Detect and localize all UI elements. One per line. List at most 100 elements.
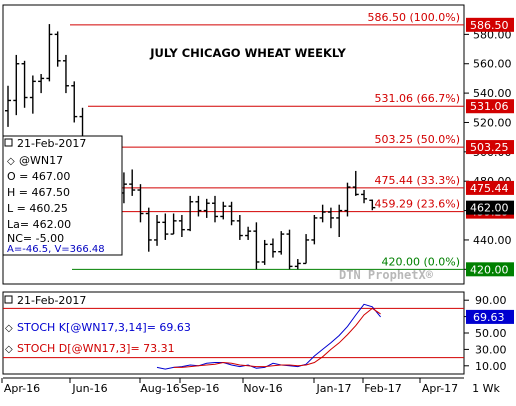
info-symbol: @WN17 [19,154,63,167]
ohlc-bar [71,81,78,123]
ohlc-bar [286,229,293,270]
ohlc-bar [145,207,152,252]
ohlc-bar [327,207,334,229]
stoch-y-tick-label: 10.00 [475,360,507,373]
fib-tag-bg [466,140,514,155]
stoch-value-tag: 69.63 [466,309,514,324]
y-tick-label: 520.00 [473,116,512,129]
stoch-tag-bg [466,309,514,324]
fib-price-tag: 586.50 [466,17,514,32]
ohlc-bar [162,213,169,240]
stoch-y-tick-label: 50.00 [475,327,507,340]
price-axis: 420.00440.00460.00480.00500.00520.00540.… [464,17,514,277]
stoch-tag-label: 69.63 [473,311,505,324]
ohlc-bar [245,226,252,240]
ohlc-bar [21,60,28,108]
ohlc-bar [236,214,243,240]
ohlc-bar [303,234,310,265]
fib-label: 420.00 (0.0%) [381,255,460,268]
stoch-d-label: STOCH D[@WN17,3]= 73.31 [17,342,175,355]
y-tick-label: 540.00 [473,87,512,100]
interval-label[interactable]: 1 Wk [472,382,500,395]
diamond-icon: ◇ [5,323,13,334]
ohlc-bar [253,222,260,270]
fib-label: 503.25 (50.0%) [374,133,460,146]
chart-title: JULY CHICAGO WHEAT WEEKLY [149,46,346,60]
fibonacci-levels: 586.50 (100.0%) 531.06 (66.7%) 503.25 (50.… [70,11,464,270]
ohlc-bar [344,182,351,217]
ohlc-bar [319,204,326,223]
info-box: 21-Feb-2017 ◇ @WN17 O = 467.00 H = 467.5… [2,135,123,256]
ohlc-bar [13,54,20,116]
fib-label: 586.50 (100.0%) [367,11,460,24]
watermark: DTN ProphetX® [339,268,434,282]
x-tick-label: Jan-17 [316,382,352,395]
ohlc-bar [352,170,359,196]
y-tick-label: 440.00 [473,234,512,247]
stoch-k-line [156,303,381,370]
fib-label: 531.06 (66.7%) [374,92,460,105]
ohlc-bar [311,214,318,245]
ohlc-bar [220,201,227,220]
info-box-frame [2,135,123,256]
diamond-icon: ◇ [5,344,13,355]
info-low: L = 460.25 [7,202,68,215]
stoch-y-tick-label: 30.00 [475,343,507,356]
stoch-date: 21-Feb-2017 [17,294,86,307]
ohlc-bar [361,190,368,204]
stoch-box-icon[interactable] [4,295,13,304]
info-high: H = 467.50 [7,186,70,199]
ohlc-bar [170,213,177,235]
ohlc-bar [336,204,343,238]
last-price-tag: 462.00 [466,200,514,215]
stochastic-lines [156,303,381,370]
info-date: 21-Feb-2017 [17,137,86,150]
ohlc-bar [38,74,45,94]
fib-price-tag: 420.00 [466,262,514,277]
fib-tag-bg [466,99,514,114]
ohlc-bar [212,195,218,223]
stochastic-panel-frame [2,291,465,375]
stoch-d-line [173,307,381,368]
fib-tag-bg [466,17,514,32]
fib-price-tag: 475.44 [466,180,514,195]
fib-tag-label: 475.44 [470,182,509,195]
fib-tag-bg [466,262,514,277]
ohlc-bar [54,31,61,67]
diamond-icon: ◇ [7,156,15,167]
ohlc-bar [62,54,69,94]
ohlc-bar [187,195,194,232]
info-last: La= 462.00 [7,218,71,231]
info-open: O = 467.00 [7,170,70,183]
fib-tag-label: 586.50 [470,19,509,32]
ohlc-bar [129,169,136,196]
ohlc-bar [203,198,210,218]
x-tick-label: Nov-16 [243,382,282,395]
ohlc-bar [29,75,36,114]
y-tick-label: 560.00 [473,58,512,71]
ohlc-bar [261,239,268,265]
x-tick-label: Apr-17 [422,382,458,395]
ohlc-bar [278,231,285,255]
last-price-tag-label: 462.00 [470,202,509,215]
x-tick-label: Apr-16 [4,382,40,395]
ohlc-bar [195,195,202,217]
x-tick-label: Sep-16 [181,382,220,395]
stoch-k-label: STOCH K[@WN17,3,14]= 69.63 [17,321,191,334]
fib-label: 459.29 (23.6%) [374,198,460,211]
fib-tag-bg [466,180,514,195]
ohlc-bar [5,85,11,127]
info-box-icon[interactable] [4,138,13,147]
stochastic-reference-lines [3,307,464,359]
ohlc-bar [178,214,185,238]
stochastic-legend: 21-Feb-2017 ◇ STOCH K[@WN17,3,14]= 69.63… [4,294,191,355]
x-tick-label: Aug-16 [140,382,179,395]
ohlc-bar [46,24,53,82]
ohlc-bar [228,201,235,226]
ohlc-bar [137,184,144,223]
time-axis: Apr-16 Jun-16 Aug-16 Sep-16 Nov-16 Jan-17 Feb-… [1,378,458,395]
info-net-change: NC= -5.00 [7,232,64,245]
